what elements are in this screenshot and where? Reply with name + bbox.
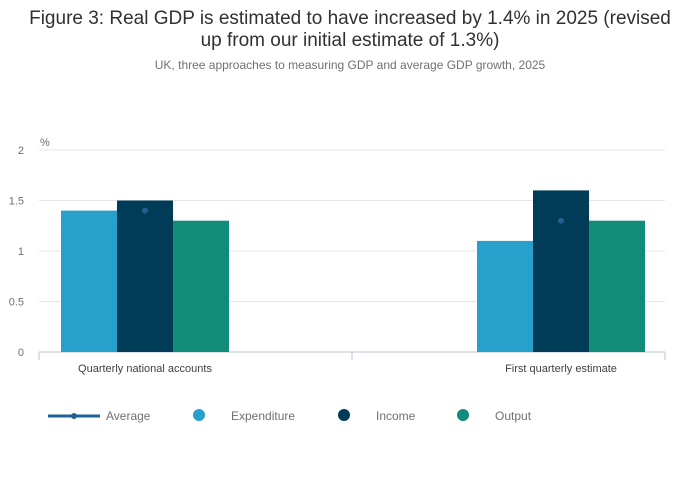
legend-average-marker [71, 413, 77, 419]
legend-swatch-expenditure [193, 409, 205, 421]
bar-income [117, 200, 173, 352]
bar-expenditure [61, 210, 117, 352]
legend-swatch-income [338, 409, 350, 421]
bar-output [173, 220, 229, 352]
legend-label-expenditure: Expenditure [231, 409, 295, 423]
legend-swatch-output [457, 409, 469, 421]
bar-expenditure [477, 240, 533, 352]
y-tick-label: 2 [18, 145, 24, 157]
x-category-label: Quarterly national accounts [78, 363, 212, 375]
chart-subtitle: UK, three approaches to measuring GDP an… [154, 58, 546, 72]
x-category-label: First quarterly estimate [505, 363, 617, 375]
average-point [558, 217, 564, 224]
y-tick-label: 0 [18, 347, 24, 359]
bar-income [533, 190, 589, 352]
chart-title: Figure 3: Real GDP is estimated to have … [29, 8, 671, 51]
legend-label-income: Income [376, 409, 416, 423]
y-tick-label: 1.5 [9, 196, 24, 208]
bar-output [589, 220, 645, 352]
y-axis-label: % [40, 137, 50, 149]
average-point [142, 207, 148, 214]
legend-label-output: Output [495, 409, 532, 423]
y-tick-label: 1 [18, 246, 24, 258]
legend-label-average: Average [106, 409, 151, 423]
y-tick-label: 0.5 [9, 297, 24, 309]
